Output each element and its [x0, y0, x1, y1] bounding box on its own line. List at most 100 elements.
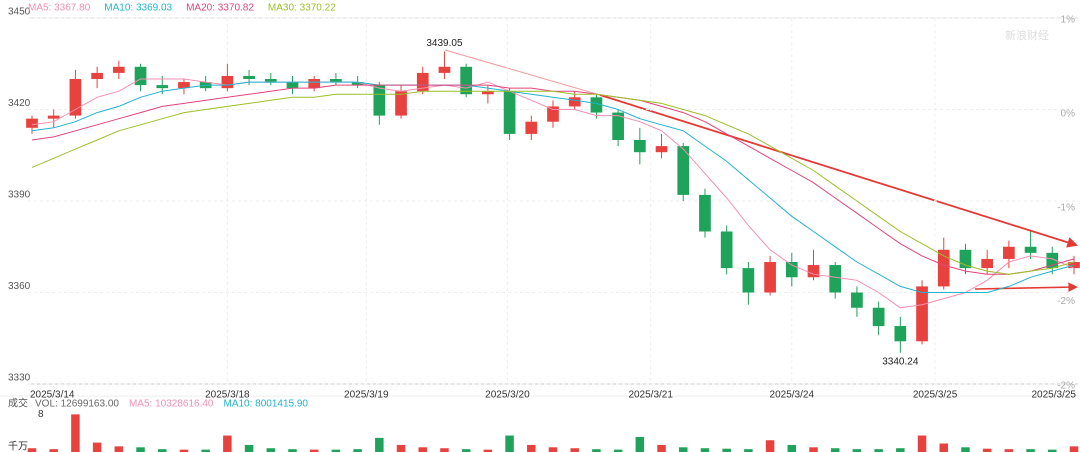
y-tick-label: 3360 — [8, 281, 31, 292]
candle-body — [851, 292, 863, 308]
y2-tick-label: -2% — [1057, 381, 1075, 392]
volume-bar — [744, 449, 753, 452]
candle-body — [699, 194, 711, 232]
volume-bar — [1069, 446, 1079, 452]
ma-line — [31, 90, 1075, 275]
candle-body — [1024, 246, 1037, 253]
volume-bar — [244, 444, 254, 452]
candle-body — [1003, 246, 1015, 259]
volume-bar — [353, 449, 362, 452]
volume-bar — [548, 447, 558, 452]
candle-body — [612, 112, 624, 140]
candle-body — [178, 82, 190, 89]
x-tick-label: 2025/3/25 — [913, 390, 958, 401]
x-tick-label: 2025/3/20 — [485, 390, 530, 401]
candle-body — [916, 286, 928, 342]
y2-tick-label: -1% — [1057, 202, 1075, 213]
ma-line — [31, 78, 1075, 309]
trend-line — [444, 49, 601, 96]
candle-body — [981, 258, 994, 269]
trend-line — [599, 94, 1079, 248]
x-tick-label: 2025/3/25 — [1032, 390, 1077, 401]
candle-body — [937, 249, 950, 287]
volume-bar — [874, 449, 883, 452]
volume-bar — [114, 446, 124, 452]
candle-body — [1046, 252, 1059, 269]
volume-bar — [592, 449, 601, 452]
candle-body — [785, 262, 798, 278]
candle-body — [221, 75, 234, 89]
volume-bar — [266, 448, 276, 452]
volume-bar — [939, 443, 949, 452]
candle-body — [677, 146, 690, 195]
volume-bar — [483, 449, 493, 452]
unit-label: 千万 — [8, 441, 28, 452]
candle-body — [764, 262, 776, 293]
volume-bar — [1048, 449, 1057, 452]
legend-entry: MA30: 3370.22 — [268, 3, 336, 14]
candle-body — [438, 66, 451, 73]
y-tick-label: 3420 — [8, 98, 31, 109]
volume-bar — [896, 448, 905, 452]
legend-entry: VOL: 12699163.00 — [35, 399, 119, 410]
x-tick-label: 2025/3/21 — [628, 390, 673, 401]
volume-bar — [201, 449, 210, 452]
legend-entry: MA5: 3367.80 — [28, 3, 91, 14]
volume-bar — [418, 447, 428, 452]
candle-body — [525, 121, 538, 134]
volume-title: 成交 — [8, 397, 28, 410]
volume-bar — [331, 449, 341, 452]
volume-bar — [396, 444, 406, 452]
volume-bar — [830, 448, 840, 452]
candle-body — [330, 79, 342, 83]
candle-body — [720, 231, 733, 269]
volume-bar — [136, 447, 145, 452]
x-tick-label: 2025/3/18 — [205, 390, 250, 401]
x-tick-label: 2025/3/24 — [770, 390, 815, 401]
watermark: 新浪财经 — [1005, 28, 1049, 42]
candle-body — [156, 85, 169, 89]
legend-entry: MA10: 3369.03 — [104, 3, 172, 14]
legend-entry: MA20: 3370.82 — [186, 3, 254, 14]
candle-body — [1068, 262, 1080, 269]
candle-body — [872, 307, 885, 327]
candle-body — [655, 146, 668, 153]
extreme-label: 3439.05 — [426, 38, 463, 49]
y-tick-label: 3330 — [8, 373, 31, 384]
candle-body — [547, 106, 559, 122]
volume-bar — [678, 447, 688, 452]
volume-bar — [787, 444, 797, 452]
y2-tick-label: 0% — [1061, 108, 1076, 119]
candle-body — [69, 79, 82, 116]
volume-bar — [765, 440, 775, 452]
volume-bar — [309, 449, 319, 452]
candle-body — [482, 91, 494, 95]
volume-bar — [1004, 449, 1014, 452]
volume-bar — [809, 447, 818, 452]
volume-bar — [157, 449, 167, 452]
candle-body — [308, 79, 321, 89]
volume-bar — [961, 447, 970, 452]
candle-body — [633, 140, 646, 153]
volume-bar — [722, 448, 731, 452]
candle-body — [47, 115, 60, 119]
x-tick-label: 2025/3/19 — [344, 390, 389, 401]
candle-body — [112, 66, 125, 73]
candle-body — [91, 72, 103, 79]
y-tick-label: 3390 — [8, 190, 31, 201]
candle-body — [590, 97, 603, 113]
candle-body — [243, 75, 255, 79]
volume-bar — [179, 449, 189, 452]
candle-body — [373, 85, 386, 116]
volume-bar — [49, 449, 58, 452]
volume-bar — [461, 449, 471, 452]
y2-tick-label: 1% — [1061, 15, 1076, 26]
volume-bar — [27, 448, 37, 452]
volume-bar — [570, 448, 579, 452]
x-tick-label: 2025/3/14 — [30, 390, 75, 401]
y-tick-label: 8 — [38, 409, 44, 420]
volume-bar — [700, 448, 710, 452]
volume-bar — [982, 448, 992, 452]
volume-bar — [657, 444, 666, 452]
